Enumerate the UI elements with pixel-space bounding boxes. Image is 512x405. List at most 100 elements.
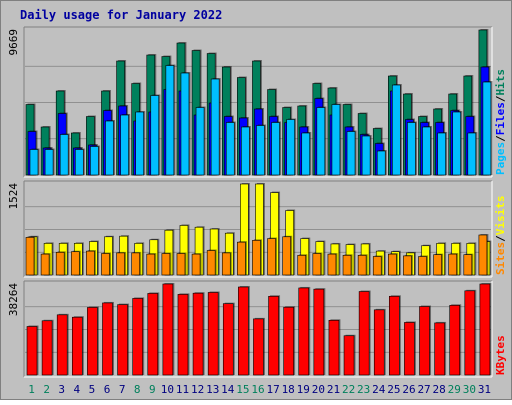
bar-kbytes-day-21 [328,320,340,376]
bar-sites-day-5 [86,250,95,276]
panel-kbytes-legend: KBytes [494,335,507,375]
panel-visits-sites-ymax-label: 1524 [7,183,20,210]
bar-sites-day-4 [70,251,80,276]
bar-sites-day-17 [267,238,276,276]
bar-kbytes-day-6 [102,302,113,376]
x-tick-label-30: 30 [463,383,476,396]
bar-sites-day-23 [357,254,367,276]
bar-sites-day-22 [342,254,352,276]
bar-pages-day-9 [150,95,160,176]
bar-kbytes-day-18 [283,306,294,376]
bar-kbytes-day-20 [313,288,325,376]
bar-kbytes-day-17 [268,295,279,376]
x-tick-label-18: 18 [282,383,295,396]
legend-separator: / [494,95,507,102]
x-tick-label-4: 4 [74,383,81,396]
x-tick-label-9: 9 [149,383,156,396]
bar-pages-day-25 [392,84,401,176]
x-axis: 1 2 3 4 5 6 7 8 9 10 11 12 13 14 15 16 17 18 19 20 21 22 23 24 2… [28,383,491,396]
x-tick-label-11: 11 [176,383,189,396]
legend-hits: Hits [494,69,507,96]
bar-sites-day-27 [418,256,427,276]
bar-pages-day-29 [452,111,462,176]
bar-pages-day-3 [59,134,69,176]
x-tick-label-1: 1 [28,383,35,396]
bar-pages-day-13 [210,78,220,176]
bar-sites-day-16 [252,240,261,276]
bar-kbytes-day-26 [404,322,415,376]
bar-sites-day-29 [448,253,458,276]
bar-sites-day-26 [403,255,412,276]
bar-sites-day-6 [101,253,110,276]
bar-pages-day-11 [180,72,190,176]
bar-pages-day-16 [256,125,265,176]
bar-sites-day-20 [312,253,322,276]
x-tick-label-12: 12 [191,383,204,396]
bar-sites-day-25 [388,253,397,276]
panel-visits-sites: 1524 Sites/Visits [7,180,507,278]
bar-sites-day-15 [237,241,246,276]
x-tick-label-2: 2 [43,383,50,396]
bar-kbytes-day-29 [449,305,461,376]
x-tick-label-29: 29 [448,383,461,396]
x-tick-label-8: 8 [134,383,141,396]
x-tick-label-28: 28 [433,383,446,396]
bar-pages-day-19 [301,132,311,176]
bar-pages-day-8 [135,111,144,176]
x-tick-label-5: 5 [89,383,96,396]
bar-pages-day-23 [361,135,371,176]
panel-kbytes-ymax-label: 38264 [7,283,20,316]
bar-sites-day-31 [478,234,488,276]
x-tick-label-25: 25 [387,383,400,396]
bar-pages-day-24 [376,150,386,176]
bar-kbytes-day-31 [479,283,491,376]
bar-sites-day-19 [297,254,307,276]
legend-pages: Pages [494,142,507,175]
bar-kbytes-day-2 [41,320,53,376]
bar-pages-day-15 [241,126,250,176]
x-tick-label-23: 23 [357,383,370,396]
bar-sites-day-28 [433,254,442,276]
bar-pages-day-6 [105,120,114,176]
bar-sites-day-18 [282,236,291,276]
bar-kbytes-day-7 [117,304,128,376]
x-tick-label-24: 24 [372,383,386,396]
x-tick-label-15: 15 [236,383,249,396]
x-tick-label-14: 14 [221,383,235,396]
bar-kbytes-day-12 [192,292,204,376]
bar-kbytes-day-13 [207,292,219,376]
bar-kbytes-day-14 [222,303,234,376]
legend-files: Files [494,102,507,135]
bar-pages-day-31 [482,81,492,176]
bar-pages-day-20 [316,107,326,176]
bar-sites-day-30 [463,254,473,276]
x-tick-label-13: 13 [206,383,219,396]
bar-kbytes-day-5 [87,307,98,376]
bar-kbytes-day-10 [162,283,174,376]
x-tick-label-31: 31 [478,383,491,396]
legend-visits: Visits [494,196,507,236]
bar-kbytes-day-30 [464,290,476,376]
bar-pages-day-22 [346,131,356,176]
x-tick-label-26: 26 [402,383,415,396]
x-tick-label-27: 27 [417,383,430,396]
legend-separator: / [494,135,507,142]
legend-separator: / [494,235,507,242]
bar-pages-day-17 [271,122,280,176]
x-tick-label-10: 10 [161,383,174,396]
panel-hits-files-pages-ymax-label: 9669 [7,29,20,56]
bar-pages-day-10 [165,65,175,176]
bar-pages-day-21 [331,104,341,176]
x-tick-label-17: 17 [266,383,279,396]
x-tick-label-20: 20 [312,383,325,396]
bar-pages-day-2 [44,149,54,176]
x-tick-label-19: 19 [297,383,310,396]
bar-kbytes-day-1 [26,326,38,376]
legend-sites: Sites [494,242,507,275]
bar-kbytes-day-22 [343,335,355,376]
bar-pages-day-14 [225,122,235,176]
bar-kbytes-day-16 [253,318,264,376]
x-tick-label-22: 22 [342,383,355,396]
